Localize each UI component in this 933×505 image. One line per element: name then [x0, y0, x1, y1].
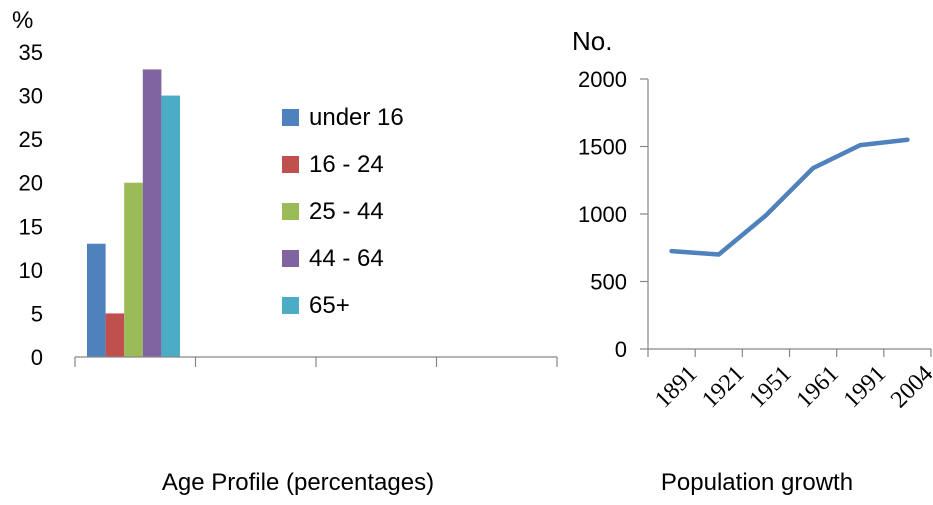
bar-y-tick-label: 0	[31, 345, 43, 370]
legend-swatch	[282, 297, 299, 314]
legend-label: 25 - 44	[309, 198, 384, 225]
bar-65-	[161, 95, 180, 358]
legend-label: 44 - 64	[309, 245, 384, 272]
bar-16-24	[105, 313, 125, 357]
line-x-tick-label: 1921	[697, 361, 749, 413]
bar-under-16	[87, 243, 106, 357]
legend-swatch	[282, 156, 299, 173]
line-x-tick-label: 1991	[839, 361, 891, 413]
line-y-axis-label: No.	[572, 26, 612, 56]
bar-25-44	[124, 182, 143, 357]
legend-label: under 16	[309, 104, 404, 131]
bar-y-tick-label: 15	[19, 214, 43, 239]
line-x-tick-label: 2004	[886, 361, 933, 413]
legend-label: 65+	[309, 292, 350, 319]
bar-y-tick-label: 10	[19, 258, 43, 283]
line-chart-title: Population growth	[661, 469, 853, 496]
line-x-tick-label: 1891	[650, 361, 702, 413]
line-y-tick-label: 2000	[578, 67, 627, 92]
bar-y-tick-label: 35	[19, 40, 43, 65]
bar-legend: under 16 16 - 24 25 - 44 44 - 64 65+	[282, 104, 404, 319]
bar-y-tick-label: 30	[19, 84, 43, 109]
age-profile-chart: % 0 5 10 15 20 25 30 35 under 16 16 - 24 25 - 44 4…	[12, 7, 558, 496]
bar-44-64	[142, 69, 162, 357]
bar-y-tick-label: 20	[19, 171, 43, 196]
bar-y-tick-label: 25	[19, 127, 43, 152]
legend-swatch	[282, 109, 299, 126]
line-y-tick-label: 1500	[578, 135, 627, 160]
legend-label: 16 - 24	[309, 151, 384, 178]
population-series-line	[669, 137, 910, 257]
line-y-tick-label: 500	[590, 270, 627, 295]
bar-y-tick-label: 5	[31, 301, 43, 326]
legend-swatch	[282, 250, 299, 267]
line-x-tick-label: 1951	[744, 361, 796, 413]
bar-y-axis-label: %	[12, 7, 33, 34]
legend-swatch	[282, 203, 299, 220]
line-y-tick-label: 0	[615, 337, 627, 362]
population-growth-chart: No. 0 500 1000 1500 2000 1891192119511961199…	[572, 26, 933, 496]
line-y-tick-label: 1000	[578, 202, 627, 227]
bar-chart-title: Age Profile (percentages)	[162, 469, 434, 496]
line-x-tick-label: 1961	[792, 361, 844, 413]
